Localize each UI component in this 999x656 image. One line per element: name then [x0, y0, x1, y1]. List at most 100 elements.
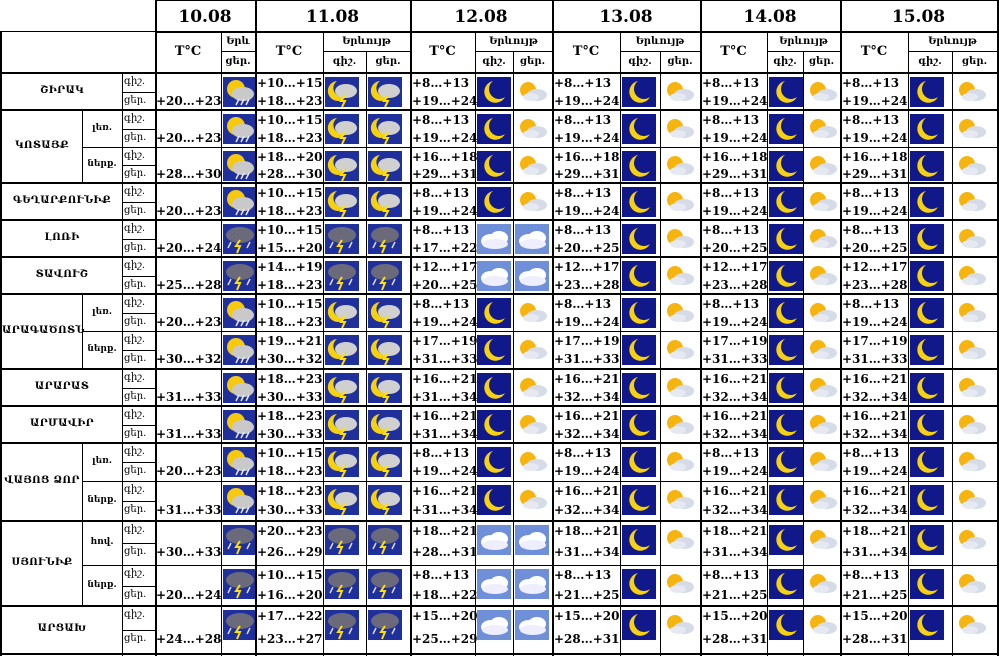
moon-icon	[910, 224, 944, 254]
temp-range: +8…+13	[554, 76, 612, 90]
temp-range: +31…+33	[156, 503, 222, 517]
temp-range: +16…+21	[842, 372, 908, 386]
temp-range: +8…+13	[702, 113, 760, 127]
day-label: ցեր.	[124, 390, 147, 402]
temp-range: +18…+23	[257, 484, 323, 498]
temp-range: +19…+24	[842, 203, 908, 218]
grid-line	[475, 31, 476, 656]
temp-range: +8…+13	[702, 446, 760, 460]
temp-range: +15…+20	[842, 609, 908, 623]
moon-cloud-storm-icon	[368, 373, 402, 403]
sun-cloud-icon	[515, 77, 549, 107]
temp-range: +19…+24	[412, 93, 478, 108]
temp-range: +17…+22	[257, 609, 323, 623]
grid-line	[122, 129, 155, 130]
moon-icon	[622, 151, 656, 181]
temp-header: T°C	[174, 44, 202, 59]
sun-cloud-icon	[805, 261, 839, 291]
temp-header: T°C	[572, 44, 600, 59]
day-label: ցեր.	[124, 278, 147, 290]
temp-range: +24…+28	[156, 632, 222, 646]
moon-icon	[769, 525, 803, 555]
temp-range: +30…+33	[156, 545, 222, 559]
moon-icon	[910, 187, 944, 217]
temp-range: +14…+19	[257, 260, 323, 274]
grid-line	[908, 31, 909, 656]
temp-range: +16…+21	[412, 372, 478, 386]
temp-range: +19…+24	[554, 130, 620, 145]
temp-header: T°C	[720, 44, 747, 59]
storm-cloud-icon	[325, 261, 359, 291]
sun-cloud-icon	[515, 447, 549, 477]
zone-label: ներք.	[87, 495, 117, 505]
temp-range: +8…+13	[412, 76, 470, 90]
temp-range: +19…+24	[842, 314, 908, 329]
moon-icon	[910, 373, 944, 403]
temp-range: +18…+23	[257, 314, 323, 329]
grid-line	[122, 92, 155, 93]
temp-range: +8…+13	[702, 76, 760, 90]
temp-range: +12…+17	[412, 260, 478, 274]
grid-line	[82, 331, 997, 332]
temp-range: +21…+25	[842, 587, 908, 602]
moon-icon	[910, 525, 944, 555]
temp-range: +29…+31	[842, 167, 908, 181]
night-header: գիշ.	[918, 56, 942, 67]
moon-cloud-storm-icon	[325, 114, 359, 144]
temp-range: +8…+13	[702, 186, 760, 200]
moon-cloud-storm-icon	[368, 114, 402, 144]
cloud-icon	[477, 224, 511, 254]
moon-icon	[910, 410, 944, 440]
moon-icon	[622, 610, 656, 640]
night-label: գիշ.	[124, 297, 146, 308]
temp-range: +12…+17	[702, 260, 768, 274]
sun-cloud-icon	[515, 335, 549, 365]
moon-cloud-storm-icon	[368, 77, 402, 107]
sun-cloud-icon	[515, 485, 549, 515]
storm-cloud-icon	[368, 525, 402, 555]
moon-icon	[769, 485, 803, 515]
region-name: ԿՈՏԱՅՔ	[15, 139, 69, 151]
temp-range: +17…+19	[702, 334, 768, 348]
storm-cloud-icon	[368, 569, 402, 599]
temp-range: +20…+25	[554, 240, 620, 255]
temp-range: +16…+18	[842, 150, 908, 164]
moon-cloud-storm-icon	[325, 77, 359, 107]
sun-cloud-icon	[662, 335, 696, 365]
sun-cloud-icon	[954, 151, 988, 181]
grid-line	[767, 31, 768, 656]
sun-cloud-icon	[954, 261, 988, 291]
sun-cloud-icon	[954, 224, 988, 254]
temp-range: +18…+23	[257, 203, 323, 218]
sun-cloud-rain-icon	[223, 187, 257, 217]
temp-range: +31…+34	[842, 545, 908, 559]
moon-icon	[622, 298, 656, 328]
temp-range: +8…+13	[412, 568, 470, 582]
sun-cloud-icon	[662, 224, 696, 254]
temp-range: +20…+23	[257, 524, 323, 538]
temp-range: +32…+34	[554, 389, 620, 404]
sun-cloud-icon	[805, 373, 839, 403]
moon-icon	[477, 447, 511, 477]
region-name: ԱՐՑԱԽ	[37, 623, 87, 634]
temp-range: +28…+30	[257, 167, 323, 181]
temp-range: +32…+34	[702, 389, 768, 404]
moon-icon	[910, 77, 944, 107]
day-label: ցեր.	[124, 633, 147, 644]
temp-range: +10…+15	[257, 113, 323, 127]
day-label: ցեր.	[124, 204, 147, 216]
grid-line	[82, 147, 997, 148]
grid-line	[82, 443, 83, 521]
temp-range: +19…+24	[412, 314, 478, 329]
temp-range: +25…+29	[412, 632, 478, 646]
temp-range: +32…+34	[842, 503, 908, 517]
night-label: գիշ.	[124, 223, 146, 234]
temp-range: +20…+25	[702, 240, 768, 255]
temp-range: +32…+34	[702, 426, 768, 441]
temp-range: +8…+13	[842, 186, 900, 200]
temp-range: +19…+24	[702, 464, 768, 478]
moon-icon	[910, 335, 944, 365]
temp-range: +8…+13	[842, 568, 900, 582]
sun-cloud-icon	[662, 525, 696, 555]
forecast-header: Երևույթ	[779, 36, 828, 47]
